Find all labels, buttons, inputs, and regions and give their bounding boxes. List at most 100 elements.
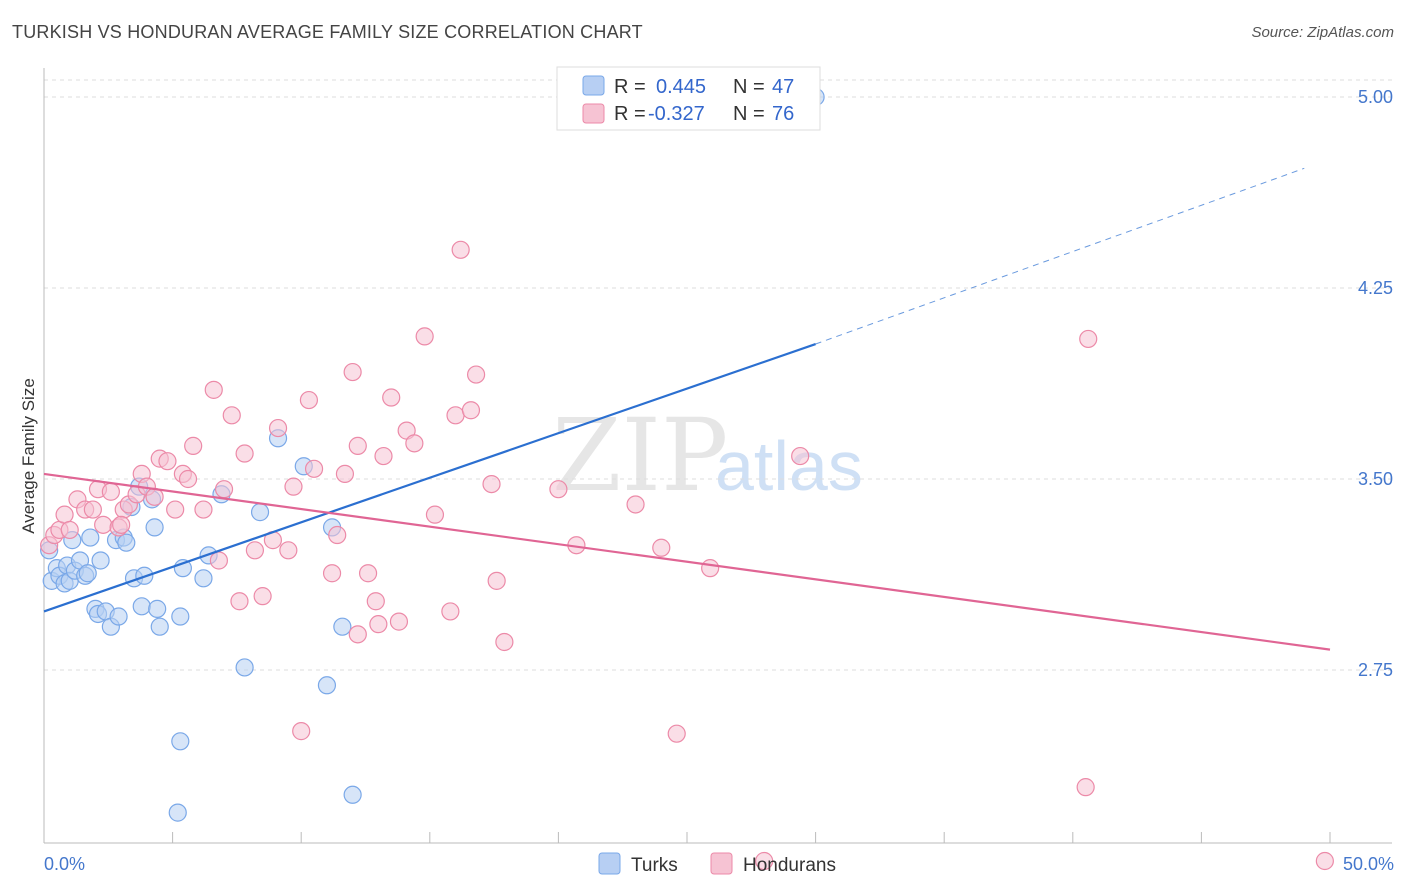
point-turks-39 bbox=[317, 676, 337, 695]
trendline-hondurans bbox=[43, 472, 1331, 651]
point-hondurans-42 bbox=[343, 362, 362, 382]
point-hondurans-70 bbox=[1076, 778, 1095, 797]
point-turks-41 bbox=[333, 617, 352, 636]
trendline-turks bbox=[43, 342, 816, 613]
legend-label-turks: Turks bbox=[631, 855, 678, 876]
point-turks-18 bbox=[109, 607, 128, 626]
point-turks-42 bbox=[171, 732, 190, 751]
y-tick-label-2: 3.50 bbox=[1358, 469, 1393, 489]
point-turks-32 bbox=[194, 569, 213, 588]
stats-legend-r-value-turks: 0.445 bbox=[656, 76, 706, 98]
stats-legend-n-label-hondurans: N = bbox=[733, 103, 765, 125]
point-turks-43 bbox=[168, 803, 187, 822]
point-turks-30 bbox=[171, 607, 190, 626]
point-hondurans-54 bbox=[446, 406, 465, 425]
point-hondurans-39 bbox=[322, 564, 342, 583]
axes bbox=[43, 68, 1392, 844]
point-hondurans-40 bbox=[328, 525, 347, 545]
point-hondurans-32 bbox=[253, 587, 272, 606]
point-turks-27 bbox=[145, 518, 164, 537]
stats-legend-swatch-turks bbox=[582, 75, 605, 96]
point-hondurans-3 bbox=[55, 505, 74, 524]
source-label: Source: ZipAtlas.com bbox=[1251, 24, 1394, 41]
point-hondurans-73 bbox=[348, 625, 367, 644]
point-hondurans-51 bbox=[415, 327, 434, 346]
trendline-turks-extension bbox=[815, 167, 1305, 345]
trendlines bbox=[43, 167, 1331, 651]
watermark-atlas: atlas bbox=[715, 427, 863, 505]
point-hondurans-43 bbox=[348, 436, 367, 455]
point-hondurans-72 bbox=[292, 722, 311, 741]
point-hondurans-47 bbox=[382, 388, 401, 407]
legend-label-hondurans: Hondurans bbox=[743, 855, 836, 876]
gridlines bbox=[44, 79, 1392, 671]
point-turks-35 bbox=[235, 658, 254, 677]
watermark: ZIP atlas bbox=[552, 397, 863, 514]
point-hondurans-50 bbox=[405, 434, 424, 453]
point-hondurans-65 bbox=[667, 724, 686, 743]
point-hondurans-35 bbox=[279, 541, 298, 560]
stats-legend-swatch-hondurans bbox=[582, 103, 605, 124]
point-hondurans-69 bbox=[1079, 329, 1098, 349]
point-hondurans-53 bbox=[441, 602, 460, 621]
point-hondurans-55 bbox=[451, 240, 470, 259]
point-hondurans-41 bbox=[335, 464, 355, 484]
point-hondurans-26 bbox=[209, 551, 228, 570]
point-hondurans-61 bbox=[549, 480, 568, 499]
point-hondurans-20 bbox=[166, 500, 185, 519]
point-hondurans-7 bbox=[83, 500, 102, 519]
point-hondurans-24 bbox=[194, 500, 213, 519]
point-hondurans-19 bbox=[158, 452, 177, 471]
point-hondurans-37 bbox=[299, 390, 319, 410]
point-hondurans-75 bbox=[112, 515, 131, 534]
point-hondurans-68 bbox=[791, 446, 810, 466]
point-hondurans-60 bbox=[495, 632, 514, 652]
point-hondurans-63 bbox=[626, 495, 645, 514]
chart-title: TURKISH VS HONDURAN AVERAGE FAMILY SIZE … bbox=[12, 22, 643, 42]
point-hondurans-44 bbox=[358, 564, 378, 583]
point-turks-28 bbox=[148, 599, 167, 618]
point-turks-44 bbox=[343, 785, 362, 804]
series-legend: Turks Hondurans bbox=[598, 852, 836, 876]
point-hondurans-9 bbox=[94, 515, 113, 534]
point-hondurans-45 bbox=[366, 592, 385, 611]
stats-legend-n-label-turks: N = bbox=[733, 76, 765, 98]
legend-swatch-turks bbox=[598, 852, 621, 875]
point-hondurans-58 bbox=[482, 474, 501, 494]
point-hondurans-25 bbox=[204, 380, 223, 399]
point-hondurans-34 bbox=[268, 418, 288, 438]
point-hondurans-22 bbox=[178, 469, 198, 489]
stats-legend-r-value-hondurans: -0.327 bbox=[648, 103, 705, 125]
point-turks-20 bbox=[117, 533, 136, 552]
legend-swatch-hondurans bbox=[710, 852, 733, 875]
point-hondurans-46 bbox=[374, 446, 393, 466]
point-hondurans-36 bbox=[284, 477, 303, 496]
point-hondurans-28 bbox=[222, 406, 241, 425]
point-hondurans-23 bbox=[184, 436, 203, 455]
point-hondurans-66 bbox=[701, 559, 720, 578]
point-hondurans-10 bbox=[101, 482, 120, 501]
stats-legend: R = 0.445 N = 47 R = -0.327 N = 76 bbox=[556, 66, 821, 131]
point-hondurans-31 bbox=[245, 541, 265, 560]
series-turks-points bbox=[40, 87, 825, 822]
point-hondurans-52 bbox=[425, 505, 445, 524]
y-tick-label-0: 5.00 bbox=[1358, 87, 1393, 107]
point-hondurans-57 bbox=[466, 365, 486, 384]
stats-legend-n-value-turks: 47 bbox=[772, 76, 794, 98]
point-hondurans-29 bbox=[230, 592, 249, 611]
y-axis-title: Average Family Size bbox=[19, 378, 38, 534]
point-turks-36 bbox=[250, 503, 270, 522]
series-hondurans-points bbox=[40, 240, 1334, 871]
point-turks-11 bbox=[81, 528, 100, 547]
stats-legend-r-label-hondurans: R = bbox=[614, 103, 646, 125]
point-turks-14 bbox=[91, 551, 110, 570]
x-tick-label-max: 50.0% bbox=[1343, 854, 1394, 874]
point-hondurans-59 bbox=[487, 571, 506, 590]
point-hondurans-48 bbox=[389, 612, 409, 631]
stats-legend-r-label-turks: R = bbox=[614, 76, 646, 98]
point-turks-29 bbox=[150, 617, 169, 636]
y-tick-label-1: 4.25 bbox=[1358, 278, 1393, 298]
x-tick-label-min: 0.0% bbox=[44, 854, 85, 874]
y-tick-labels: 5.00 4.25 3.50 2.75 bbox=[1358, 87, 1393, 680]
